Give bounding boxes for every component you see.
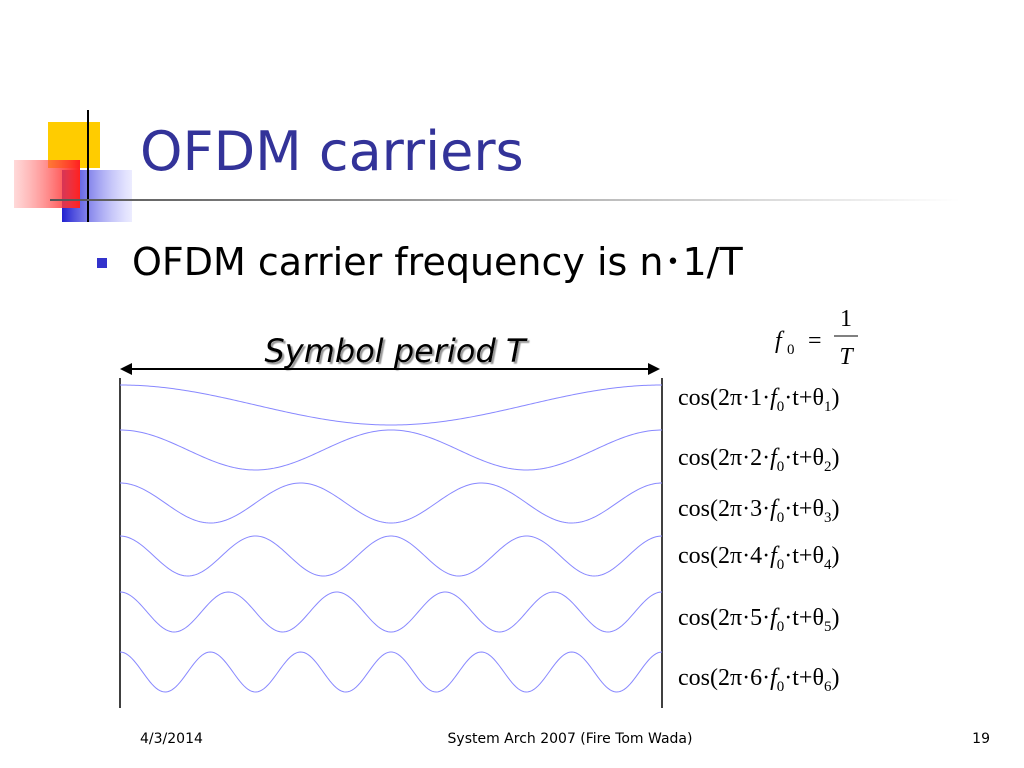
formula-part: ·t+θ (784, 665, 824, 691)
formula-part: f (770, 445, 780, 471)
bullet-marker (97, 258, 107, 268)
formula-part: ·t+θ (784, 445, 824, 471)
formula-part: f (770, 605, 780, 631)
footer: 4/3/2014 System Arch 2007 (Fire Tom Wada… (140, 731, 990, 747)
formula-subscript: 0 (777, 557, 785, 573)
formula-subscript: 6 (824, 679, 832, 695)
formula-subscript: 5 (824, 619, 832, 635)
formula-subscript: 4 (824, 557, 832, 573)
footer-center: System Arch 2007 (Fire Tom Wada) (448, 731, 693, 747)
formula-part: ·t+θ (784, 385, 824, 411)
formula-part: ) (831, 445, 839, 471)
formula-subscript: 0 (777, 399, 785, 415)
carrier-wave (119, 384, 663, 426)
formula-part: f (770, 385, 780, 411)
title: OFDM carriers (140, 120, 524, 183)
carrier-wave (119, 535, 663, 577)
formula-part: ) (831, 385, 839, 411)
formula-part: ·t+θ (784, 496, 824, 522)
formula-part: ) (831, 665, 839, 691)
title-rule (50, 199, 960, 201)
formula-part: ) (831, 605, 839, 631)
formula-part: cos(2π·6· (678, 665, 770, 691)
formula-den: T (839, 344, 854, 370)
formula-part: ) (831, 496, 839, 522)
formula-sub: 0 (787, 342, 795, 358)
carrier-formula: cos(2π·6·f0·t+θ6) (678, 665, 839, 695)
formula-eq: = (808, 328, 822, 354)
carrier-formula: cos(2π·5·f0·t+θ5) (678, 605, 839, 635)
formula-subscript: 2 (824, 459, 832, 475)
carrier-wave (119, 591, 663, 633)
formula-subscript: 1 (824, 399, 832, 415)
formula-f: f (775, 328, 785, 354)
formula-part: cos(2π·2· (678, 445, 770, 471)
formula-part: ) (831, 543, 839, 569)
formula-subscript: 3 (824, 510, 832, 526)
carrier-formula: cos(2π·2·f0·t+θ2) (678, 445, 839, 475)
formula-part: cos(2π·4· (678, 543, 770, 569)
carrier-formula: cos(2π·1·f0·t+θ1) (678, 385, 839, 415)
carrier-wave (119, 429, 663, 471)
formula-part: ·t+θ (784, 543, 824, 569)
formula-subscript: 0 (777, 510, 785, 526)
formula-part: cos(2π·5· (678, 605, 770, 631)
formula-subscript: 0 (777, 459, 785, 475)
formula-part: ·t+θ (784, 605, 824, 631)
formula-part: cos(2π·3· (678, 496, 770, 522)
carrier-formula: cos(2π·4·f0·t+θ4) (678, 543, 839, 573)
formula-num: 1 (840, 306, 852, 332)
base-formula: f 0 = 1 T (775, 306, 858, 370)
carrier-wave (119, 482, 663, 524)
carrier-formula: cos(2π·3·f0·t+θ3) (678, 496, 839, 526)
bullet-text: OFDM carrier frequency is n･1/T (132, 240, 743, 284)
formula-part: f (770, 665, 780, 691)
formula-part: f (770, 543, 780, 569)
formula-part: cos(2π·1· (678, 385, 770, 411)
footer-page: 19 (972, 731, 990, 747)
formula-part: f (770, 496, 780, 522)
formula-subscript: 0 (777, 679, 785, 695)
footer-date: 4/3/2014 (140, 731, 203, 747)
formula-subscript: 0 (777, 619, 785, 635)
carrier-wave (119, 651, 663, 693)
arrow-label: Symbol period T (264, 332, 527, 370)
